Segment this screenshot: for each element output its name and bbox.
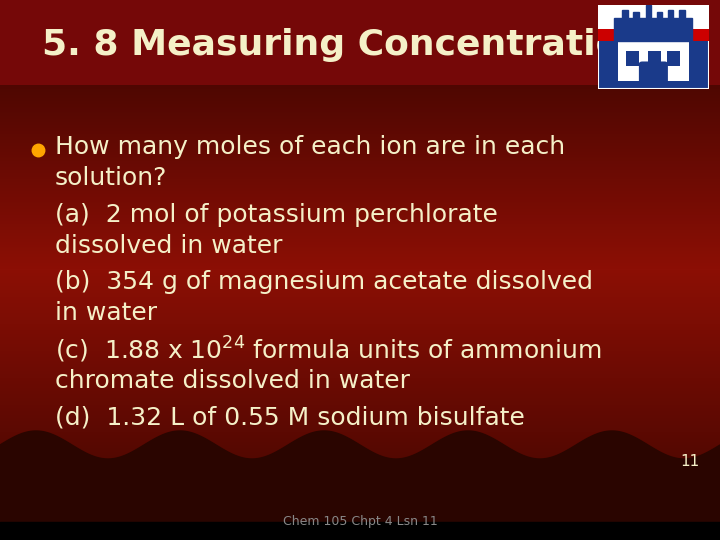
Bar	[648, 51, 661, 66]
Text: dissolved in water: dissolved in water	[55, 234, 282, 258]
Text: 11: 11	[680, 455, 700, 469]
Bar	[598, 5, 709, 29]
Text: chromate dissolved in water: chromate dissolved in water	[55, 369, 410, 393]
Text: (c)  1.88 x 10$^{24}$ formula units of ammonium: (c) 1.88 x 10$^{24}$ formula units of am…	[55, 335, 601, 365]
Text: 5. 8 Measuring Concentrations: 5. 8 Measuring Concentrations	[42, 28, 668, 62]
Text: (b)  354 g of magnesium acetate dissolved: (b) 354 g of magnesium acetate dissolved	[55, 270, 593, 294]
Bar	[667, 51, 680, 66]
FancyBboxPatch shape	[639, 62, 668, 83]
Bar	[626, 51, 639, 66]
Polygon shape	[614, 5, 693, 40]
Text: (d)  1.32 L of 0.55 M sodium bisulfate: (d) 1.32 L of 0.55 M sodium bisulfate	[55, 406, 525, 430]
Text: Chem 105 Chpt 4 Lsn 11: Chem 105 Chpt 4 Lsn 11	[283, 516, 437, 529]
Bar	[0, 0, 720, 85]
Text: (a)  2 mol of potassium perchlorate: (a) 2 mol of potassium perchlorate	[55, 203, 498, 227]
Bar	[598, 29, 709, 40]
Text: in water: in water	[55, 301, 157, 325]
Text: How many moles of each ion are in each: How many moles of each ion are in each	[55, 135, 565, 159]
Bar	[618, 40, 689, 80]
Text: solution?: solution?	[55, 166, 167, 190]
